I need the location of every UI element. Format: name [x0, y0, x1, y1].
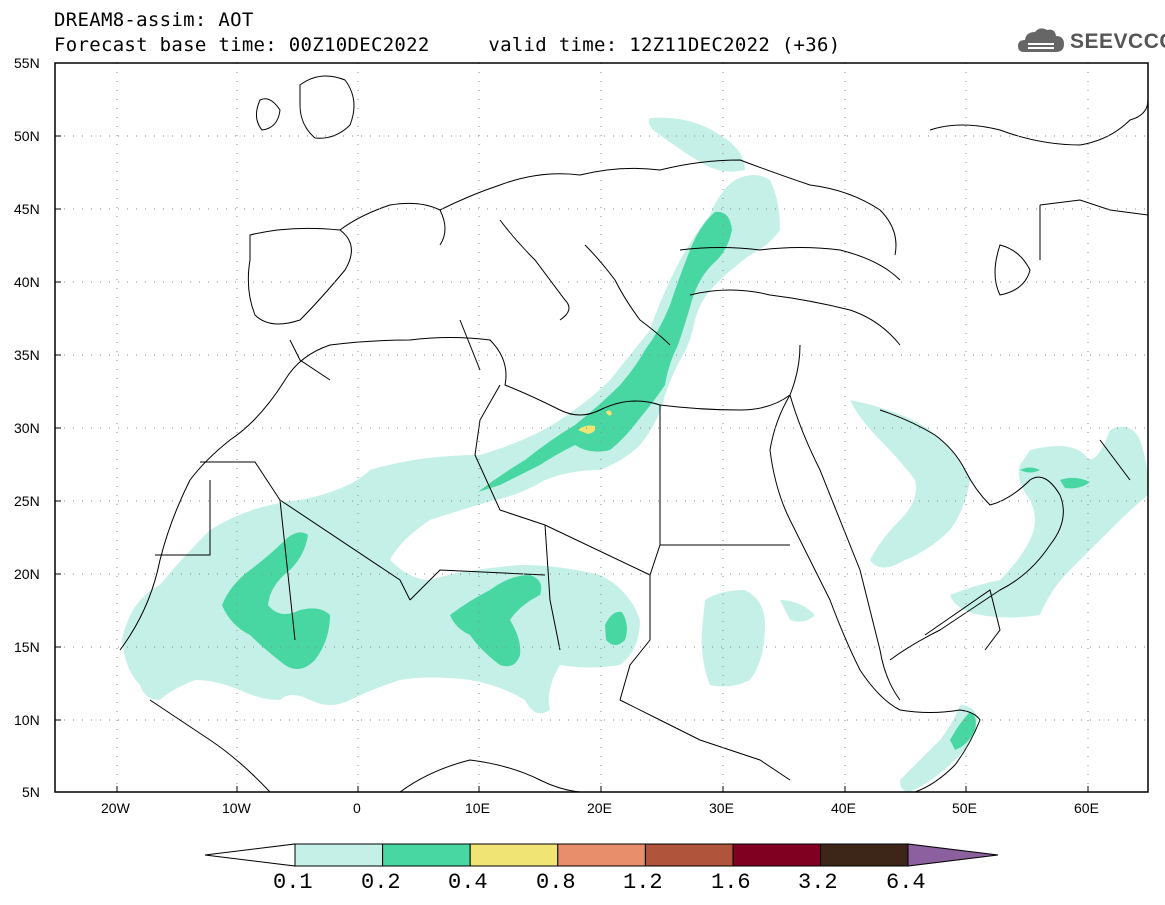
lon-label: 10E — [465, 800, 490, 816]
country-borders — [155, 199, 1148, 781]
lat-label: 5N — [22, 784, 40, 800]
colorbar-max-arrow — [907, 843, 999, 867]
colorbar-swatch — [469, 843, 559, 867]
lat-label: 10N — [14, 712, 40, 728]
colorbar-label: 3.2 — [798, 870, 838, 895]
lat-label: 15N — [14, 639, 40, 655]
lon-label: 0 — [353, 800, 361, 816]
colorbar-label: 1.2 — [623, 870, 663, 895]
colorbar-swatch — [732, 843, 822, 867]
colorbar-label: 0.1 — [273, 870, 313, 895]
colorbar-swatch — [294, 843, 384, 867]
colorbar-swatch — [557, 843, 646, 867]
aot-contour-mid — [222, 211, 1090, 750]
lat-label: 35N — [14, 347, 40, 363]
lat-label: 55N — [14, 55, 40, 71]
lat-label: 25N — [14, 493, 40, 509]
lon-label: 60E — [1074, 800, 1099, 816]
lon-label: 40E — [831, 800, 856, 816]
lat-label: 50N — [14, 128, 40, 144]
lon-label: 20W — [101, 800, 130, 816]
lon-label: 10W — [222, 800, 251, 816]
aot-contour-low — [122, 117, 1148, 792]
coastlines — [119, 75, 1148, 792]
colorbar-label: 0.8 — [536, 870, 576, 895]
colorbar-swatch — [382, 843, 471, 867]
chart-title: DREAM8-assim: AOT — [54, 9, 254, 31]
lat-label: 45N — [14, 201, 40, 217]
colorbar-label: 6.4 — [886, 870, 926, 895]
colorbar-swatch — [644, 843, 734, 867]
forecast-time-subtitle: Forecast base time: 00Z10DEC2022 valid t… — [54, 34, 841, 56]
colorbar-label: 1.6 — [711, 870, 751, 895]
colorbar-swatch — [820, 843, 909, 867]
colorbar-label: 0.4 — [448, 870, 488, 895]
lat-label: 30N — [14, 420, 40, 436]
aot-contour-high — [578, 410, 612, 434]
colorbar-legend — [205, 843, 999, 867]
colorbar-min-arrow — [205, 843, 296, 867]
axis-ticks — [55, 62, 1089, 793]
lon-label: 20E — [587, 800, 612, 816]
lat-label: 20N — [14, 566, 40, 582]
colorbar-label: 0.2 — [361, 870, 401, 895]
seevccc-logo: SEEVCCC — [1070, 30, 1165, 53]
cloud-icon — [1018, 28, 1064, 52]
lon-label: 30E — [709, 800, 734, 816]
lon-label: 50E — [952, 800, 977, 816]
lat-label: 40N — [14, 274, 40, 290]
